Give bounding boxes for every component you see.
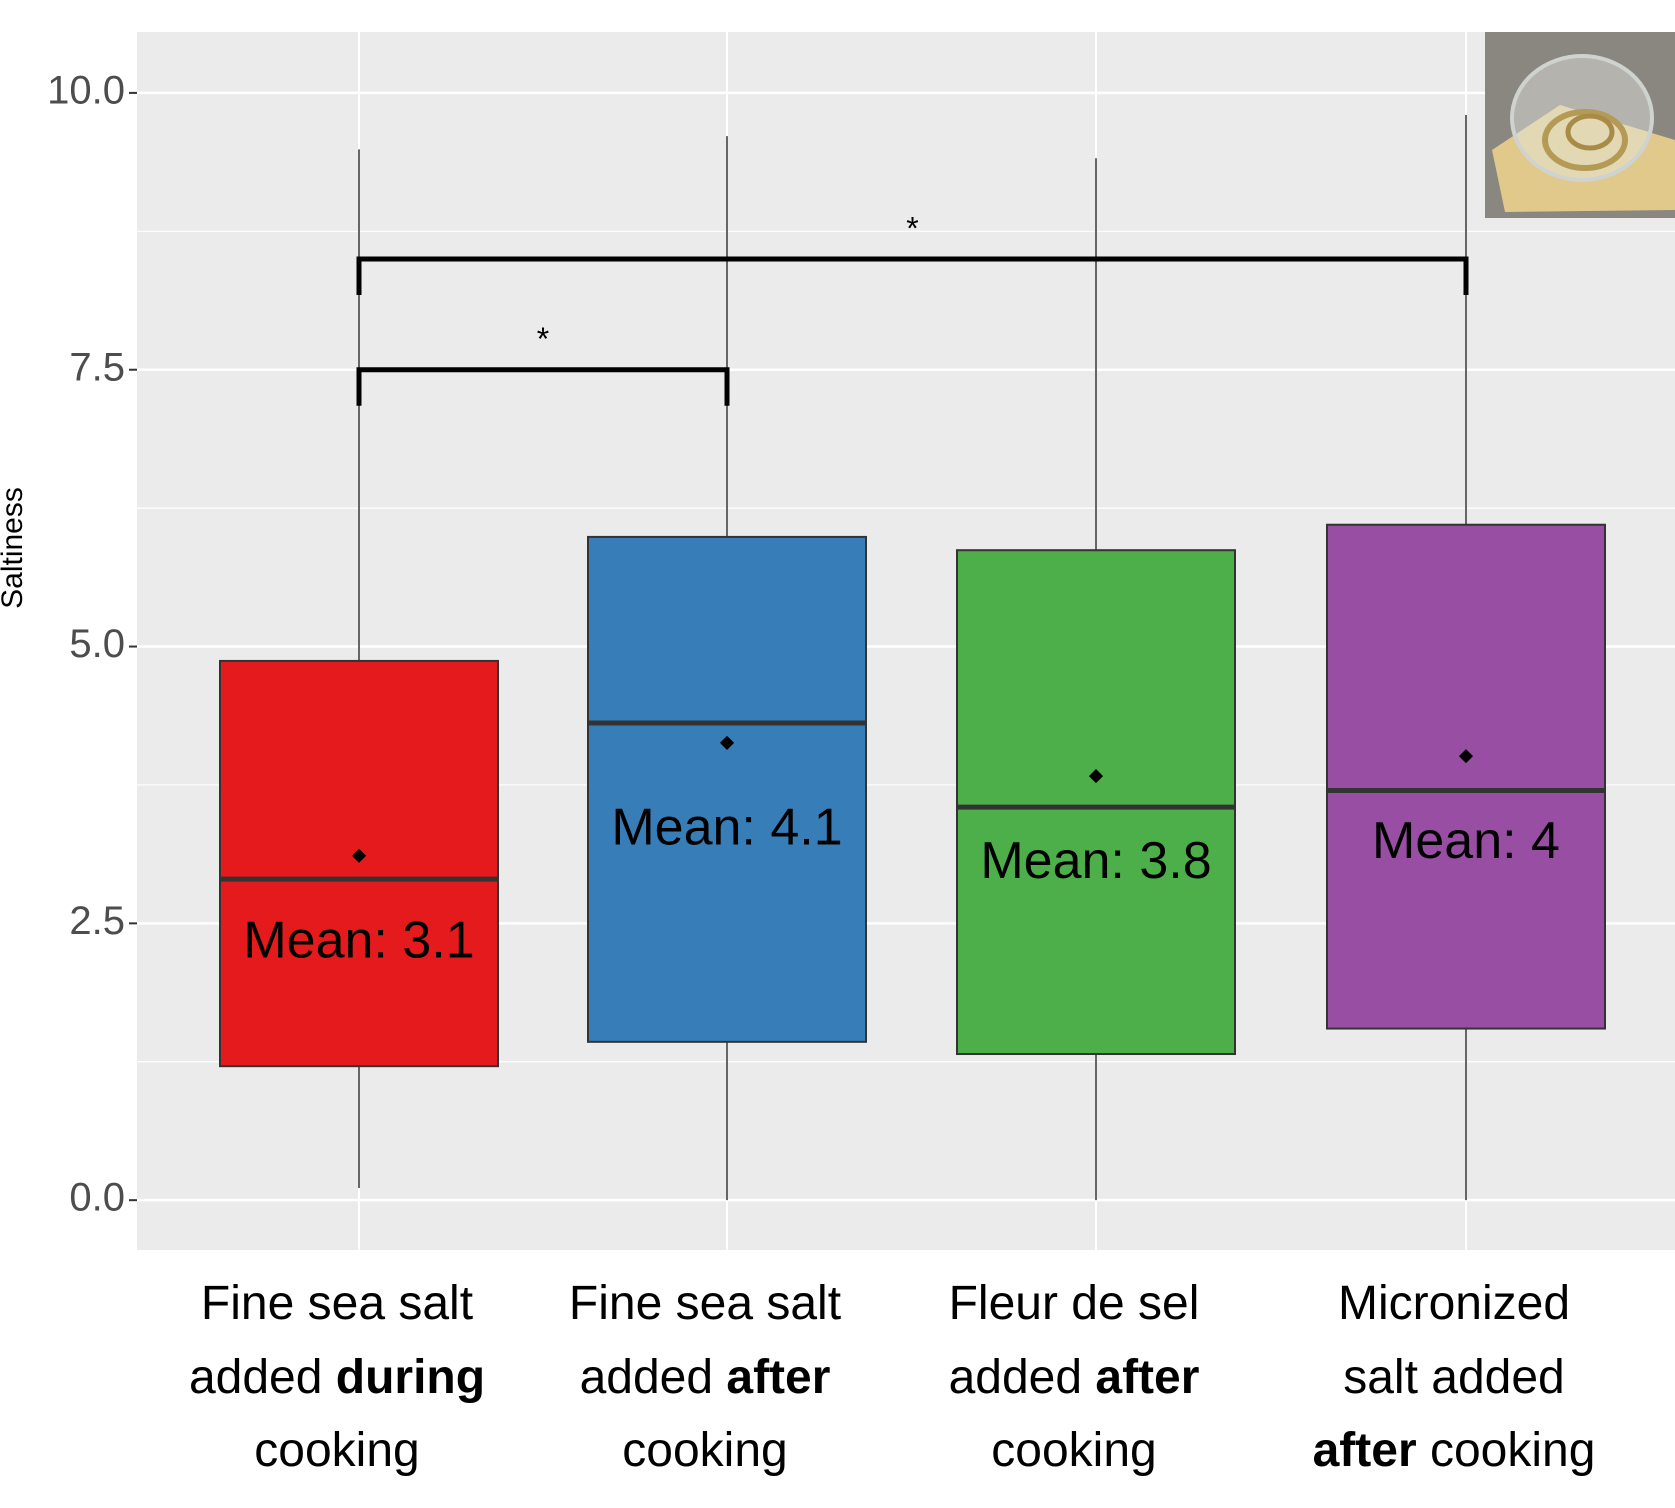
y-tick-label: 2.5: [69, 899, 125, 943]
x-tick-label: salt added: [1343, 1351, 1565, 1404]
x-tick-label: Fine sea salt: [201, 1277, 473, 1330]
significance-label: *: [906, 210, 918, 246]
y-tick-label: 5.0: [69, 622, 125, 666]
x-tick-label-part: salt added: [1343, 1351, 1565, 1404]
x-tick-label: cooking: [254, 1424, 419, 1477]
x-tick-label-part: during: [336, 1351, 485, 1404]
mean-label: Mean: 3.1: [243, 912, 474, 970]
x-tick-label: cooking: [622, 1424, 787, 1477]
x-tick-label: cooking: [991, 1424, 1156, 1477]
y-axis-label: Saltiness: [0, 487, 29, 609]
x-tick-label: Fine sea salt: [569, 1277, 841, 1330]
box: [588, 537, 866, 1042]
y-tick-label: 0.0: [69, 1176, 125, 1220]
y-tick-label: 10.0: [47, 68, 125, 112]
x-tick-label: added after: [949, 1351, 1200, 1404]
x-tick-label-part: after: [726, 1351, 830, 1404]
x-tick-label: Micronized: [1338, 1277, 1570, 1330]
x-tick-label-part: after: [1095, 1351, 1199, 1404]
page: Saltiness 0.0 2.5 5.0 7.5 10.0 Mean: 3.1 Mean:…: [0, 0, 1675, 1508]
mean-label: Mean: 3.8: [980, 832, 1211, 890]
box: [1327, 525, 1605, 1029]
chart: Saltiness 0.0 2.5 5.0 7.5 10.0 Mean: 3.1 Mean:…: [0, 0, 1675, 1503]
x-tick-label-part: added: [949, 1351, 1096, 1404]
x-tick-label: Fleur de sel: [949, 1277, 1200, 1330]
x-tick-label-part: Fine sea salt: [201, 1277, 473, 1330]
x-tick-label-part: cooking: [991, 1424, 1156, 1477]
x-tick-label-part: cooking: [1417, 1424, 1596, 1477]
inset-photo: [1485, 32, 1675, 218]
x-tick-label-part: Fleur de sel: [949, 1277, 1200, 1330]
x-tick-label: added after: [580, 1351, 831, 1404]
x-tick-label-part: cooking: [254, 1424, 419, 1477]
box: [220, 661, 498, 1066]
x-tick-label: added during: [189, 1351, 485, 1404]
mean-label: Mean: 4.1: [611, 799, 842, 857]
y-tick-label: 7.5: [69, 345, 125, 389]
mean-label: Mean: 4: [1372, 812, 1560, 870]
x-tick-label: after cooking: [1313, 1424, 1596, 1477]
box: [957, 550, 1235, 1054]
significance-label: *: [537, 321, 549, 357]
x-tick-label-part: cooking: [622, 1424, 787, 1477]
x-tick-label-part: Micronized: [1338, 1277, 1570, 1330]
x-tick-label-part: added: [580, 1351, 727, 1404]
x-tick-label-part: after: [1313, 1424, 1417, 1477]
x-tick-label-part: Fine sea salt: [569, 1277, 841, 1330]
x-tick-label-part: added: [189, 1351, 336, 1404]
